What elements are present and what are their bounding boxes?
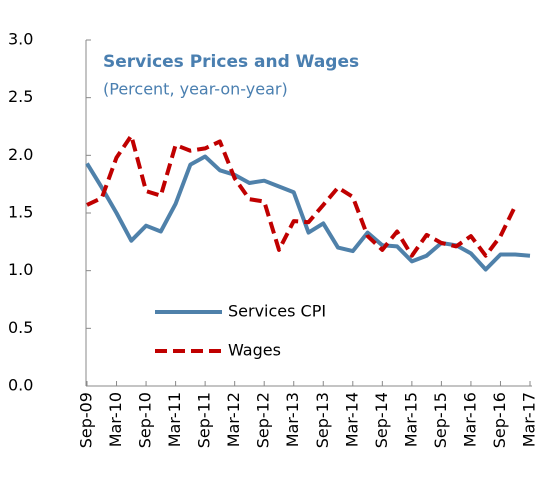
x-tick-label: Sep-12: [254, 392, 273, 448]
x-tick-label: Mar-14: [342, 392, 361, 447]
x-tick-label: Sep-13: [313, 392, 332, 448]
x-tick-label: Mar-17: [520, 392, 539, 447]
x-tick-label: Mar-15: [401, 392, 420, 447]
x-tick-label: Mar-16: [460, 392, 479, 447]
series-line: [86, 133, 517, 258]
x-tick-label: Sep-09: [77, 392, 96, 448]
x-tick-label: Mar-12: [224, 392, 243, 447]
chart-title: Services Prices and Wages: [103, 52, 359, 72]
legend-label: Services CPI: [228, 302, 326, 321]
x-tick-label: Mar-10: [106, 392, 125, 447]
x-tick-label: Sep-10: [136, 392, 155, 448]
y-tick-label: 1.0: [8, 260, 33, 279]
x-tick-label: Sep-16: [490, 392, 509, 448]
x-tick-label: Mar-13: [283, 392, 302, 447]
y-tick-label: 0.0: [8, 376, 33, 395]
y-tick-label: 1.5: [8, 203, 33, 222]
chart-subtitle: (Percent, year-on-year): [103, 80, 288, 99]
x-tick-label: Sep-14: [372, 392, 391, 448]
legend-label: Wages: [228, 341, 281, 360]
series-line: [85, 154, 531, 272]
y-tick-label: 3.0: [8, 30, 33, 49]
y-tick-label: 2.0: [8, 145, 33, 164]
x-tick-label: Mar-11: [165, 392, 184, 447]
y-tick-label: 0.5: [8, 318, 33, 337]
x-tick-label: Sep-11: [195, 392, 214, 448]
x-tick-label: Sep-15: [431, 392, 450, 448]
y-tick-label: 2.5: [8, 87, 33, 106]
